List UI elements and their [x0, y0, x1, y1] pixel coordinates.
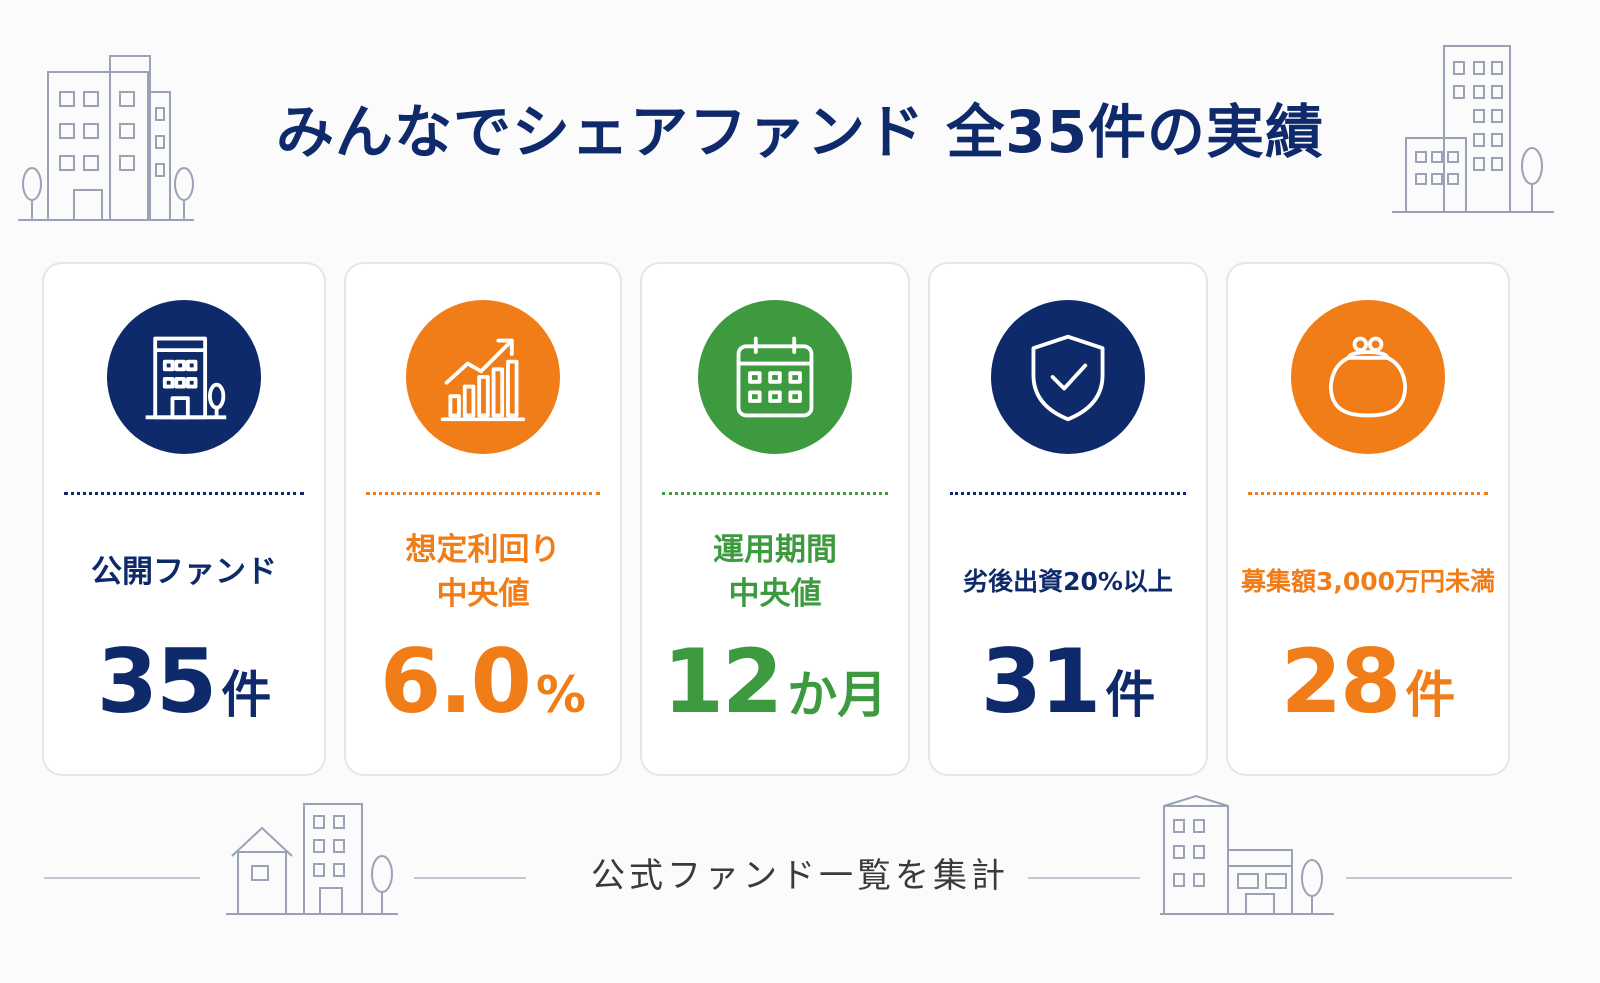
footer-caption: 公式ファンド一覧を集計: [591, 856, 1009, 896]
footer-rule-mid-left: [414, 877, 526, 879]
footer-rule-right: [1346, 877, 1512, 879]
value-unit: 件: [1405, 666, 1456, 724]
card-value: 12 か月: [642, 632, 908, 757]
card-label: 募集額3,000万円未満: [1240, 567, 1496, 596]
card-value: 31 件: [930, 632, 1206, 757]
value-number: 6.0: [380, 630, 532, 733]
stat-card-subordinate-investment: 劣後出資20%以上 31 件: [928, 262, 1208, 776]
stat-card-small-raise: 募集額3,000万円未満 28 件: [1226, 262, 1510, 776]
card-label: 運用期間 中央値: [642, 528, 908, 616]
stat-card-expected-yield: 想定利回り 中央値 6.0%: [344, 262, 622, 776]
footer-rule-mid-right: [1028, 877, 1140, 879]
dotted-divider: [662, 492, 888, 495]
building-illustration-top-right: [1392, 45, 1554, 213]
value-number: 28: [1280, 630, 1401, 733]
value-number: 31: [980, 630, 1101, 733]
value-number: 35: [96, 630, 217, 733]
card-label-line: 想定利回り: [405, 532, 561, 568]
card-label-line: 運用期間: [713, 532, 837, 568]
office-building-icon: [145, 336, 227, 420]
footer-rule-left: [44, 877, 200, 879]
value-number: 12: [662, 630, 783, 733]
stat-card-public-funds: 公開ファンド 35 件: [42, 262, 326, 776]
icon-circle: [406, 300, 560, 454]
value-unit: 件: [221, 666, 272, 724]
card-value: 28 件: [1228, 632, 1508, 757]
calendar-icon: [736, 336, 814, 418]
dotted-divider: [1248, 492, 1488, 495]
card-label-line: 中央値: [436, 576, 530, 612]
value-unit: 件: [1105, 666, 1156, 724]
icon-circle: [107, 300, 261, 454]
building-illustration-bottom-right: [1160, 794, 1334, 915]
value-unit: %: [535, 666, 586, 724]
card-label: 劣後出資20%以上: [963, 567, 1173, 596]
card-value: 6.0%: [346, 632, 620, 757]
card-value: 35 件: [44, 632, 324, 757]
shield-check-icon: [1031, 334, 1105, 422]
value-unit: か月: [787, 666, 888, 724]
dotted-divider: [950, 492, 1186, 495]
growth-chart-icon: [440, 338, 526, 422]
stat-card-operation-period: 運用期間 中央値 12 か月: [640, 262, 910, 776]
icon-circle: [1291, 300, 1445, 454]
icon-circle: [991, 300, 1145, 454]
card-label-line: 中央値: [728, 576, 822, 612]
card-label: 公開ファンド: [91, 554, 277, 590]
coin-purse-icon: [1329, 336, 1407, 418]
icon-circle: [698, 300, 852, 454]
card-label: 想定利回り 中央値: [346, 528, 620, 616]
dotted-divider: [64, 492, 304, 495]
house-illustration-bottom-left: [226, 803, 398, 915]
dotted-divider: [366, 492, 600, 495]
page-title: みんなでシェアファンド 全35件の実績: [276, 98, 1324, 166]
building-illustration-top-left: [18, 55, 194, 221]
